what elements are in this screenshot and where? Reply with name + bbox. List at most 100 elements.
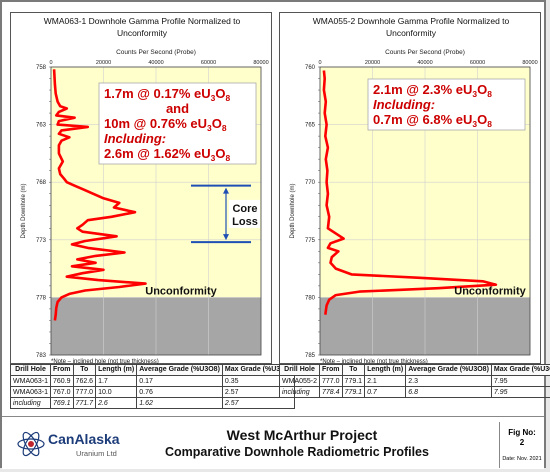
y-tick-label: 770 [305,180,316,186]
table-cell: WMA063-1 [9,386,52,398]
x-tick-label: 20000 [365,60,380,66]
grade-annotation-line: Including: [104,131,166,146]
table-cell: 0.17 [136,375,223,387]
footer: CanAlaska Uranium Ltd West McArthur Proj… [2,416,544,469]
y-tick-label: 763 [36,123,47,129]
grade-annotation-line: 0.7m @ 6.8% eU3O8 [373,112,492,129]
unconformity-label: Unconformity [454,285,526,297]
grade-table-left: Drill Hole From To Length (m) Average Grade … [9,364,295,409]
plot-border [319,66,531,356]
grade-annotation-line: and [166,101,189,116]
figure-date: Date: Nov. 2021 [502,456,542,462]
table-cell: including [278,386,321,398]
inclined-hole-note: *Note – inclined hole (not true thicknes… [51,359,159,365]
table-cell: 0.76 [136,386,223,398]
grade-annotation-line: 10m @ 0.76% eU3O8 [104,116,227,133]
table-cell: 762.6 [72,375,97,387]
gamma-curve [52,69,147,321]
y-tick-label: 785 [305,353,316,359]
x-tick-label: 0 [49,60,52,66]
table-cell: 779.1 [341,375,366,387]
grade-annotation-box [367,78,526,131]
table-cell: 1.62 [136,397,223,409]
x-tick-label: 80000 [253,60,268,66]
table-row: WMA055-2 777.0 779.1 2.1 2.3 7.95 [278,375,550,387]
x-tick-label: 20000 [96,60,111,66]
x-tick-label: 60000 [201,60,216,66]
core-loss-arrowhead-down [223,234,229,241]
fig-number: 2 [519,438,525,447]
x-axis-label: Counts Per Second (Probe) [385,49,465,56]
y-tick-label: 758 [36,65,47,71]
x-tick-label: 80000 [522,60,537,66]
atom-icon [17,431,45,457]
table-cell: WMA063-1 [9,375,52,387]
chart-panel-left: WMA063-1 Downhole Gamma Profile Normaliz… [10,12,272,365]
table-header-cell: Length (m) [364,364,407,376]
chart-svg: WMA055-2 Downhole Gamma Profile Normaliz… [290,16,538,365]
figure-number-box: Fig No: 2 Date: Nov. 2021 [499,422,544,468]
chart-svg: WMA063-1 Downhole Gamma Profile Normaliz… [21,16,269,365]
fig-label: Fig No: [508,428,536,437]
table-header-cell: To [341,364,366,376]
table-cell: 2.1 [364,375,407,387]
chart-title-line: Unconformity [117,28,168,38]
chart-title-line: WMA063-1 Downhole Gamma Profile Normaliz… [44,16,241,26]
x-tick-label: 40000 [417,60,432,66]
y-tick-label: 773 [36,238,47,244]
table-header-cell: Average Grade (%U3O8) [136,364,223,376]
chart-title-line: WMA055-2 Downhole Gamma Profile Normaliz… [313,16,510,26]
inclined-hole-note: *Note – inclined hole (not true thicknes… [320,359,428,365]
table-cell: 6.8 [405,386,492,398]
x-tick-label: 0 [318,60,321,66]
table-cell: 7.95 [490,386,550,398]
table-cell: 779.1 [341,386,366,398]
logo-name: CanAlaska [48,431,120,447]
grade-table-right: Drill Hole From To Length (m) Average Grade … [278,364,550,398]
logo-subtitle: Uranium Ltd [76,449,117,458]
table-row: WMA063-1 760.9 762.6 1.7 0.17 0.35 [9,375,295,387]
x-tick-label: 60000 [470,60,485,66]
y-tick-label: 768 [36,180,47,186]
x-tick-label: 40000 [148,60,163,66]
table-cell: 2.6 [95,397,138,409]
table-cell: 10.0 [95,386,138,398]
grade-annotation-box [98,82,257,165]
chart-panel-right: WMA055-2 Downhole Gamma Profile Normaliz… [279,12,541,365]
figure-subtitle: Comparative Downhole Radiometric Profile… [165,445,429,459]
table-cell: 777.0 [319,375,343,387]
table-cell: 777.0 [72,386,97,398]
table-cell: 1.7 [95,375,138,387]
x-axis-label: Counts Per Second (Probe) [116,49,196,56]
y-axis-label: Depth Downhole (m) [21,183,27,238]
table-row: WMA063-1 767.0 777.0 10.0 0.76 2.57 [9,386,295,398]
y-tick-label: 780 [305,295,316,301]
table-cell: 7.95 [490,375,550,387]
table-cell: WMA055-2 [278,375,321,387]
table-cell: 767.0 [50,386,74,398]
y-tick-label: 783 [36,353,47,359]
gamma-curve [322,70,498,315]
y-axis-label: Depth Downhole (m) [290,183,296,238]
table-header-cell: Drill Hole [9,364,52,376]
table-header-row: Drill Hole From To Length (m) Average Grade … [9,364,295,376]
table-header-cell: Drill Hole [278,364,321,376]
grade-annotation-line: 2.6m @ 1.62% eU3O8 [104,146,230,163]
table-header-cell: Average Grade (%U3O8) [405,364,492,376]
table-header-cell: Max Grade (%U3O8) [490,364,550,376]
y-tick-label: 765 [305,123,316,129]
unconformity-label: Unconformity [145,285,217,297]
table-cell: 760.9 [50,375,74,387]
chart-title-line: Unconformity [386,28,437,38]
core-loss-label-bg [229,199,260,228]
core-loss-label: Loss [232,216,258,228]
core-loss-arrowhead-up [223,187,229,194]
table-header-cell: Length (m) [95,364,138,376]
table-row: including 769.1 771.7 2.6 1.62 2.57 [9,397,295,409]
grade-annotation-line: 2.1m @ 2.3% eU3O8 [373,82,492,99]
grade-annotation-line: 1.7m @ 0.17% eU3O8 [104,86,230,103]
plot-border [50,66,262,356]
table-header-cell: To [72,364,97,376]
project-title: West McArthur Project [226,427,378,443]
